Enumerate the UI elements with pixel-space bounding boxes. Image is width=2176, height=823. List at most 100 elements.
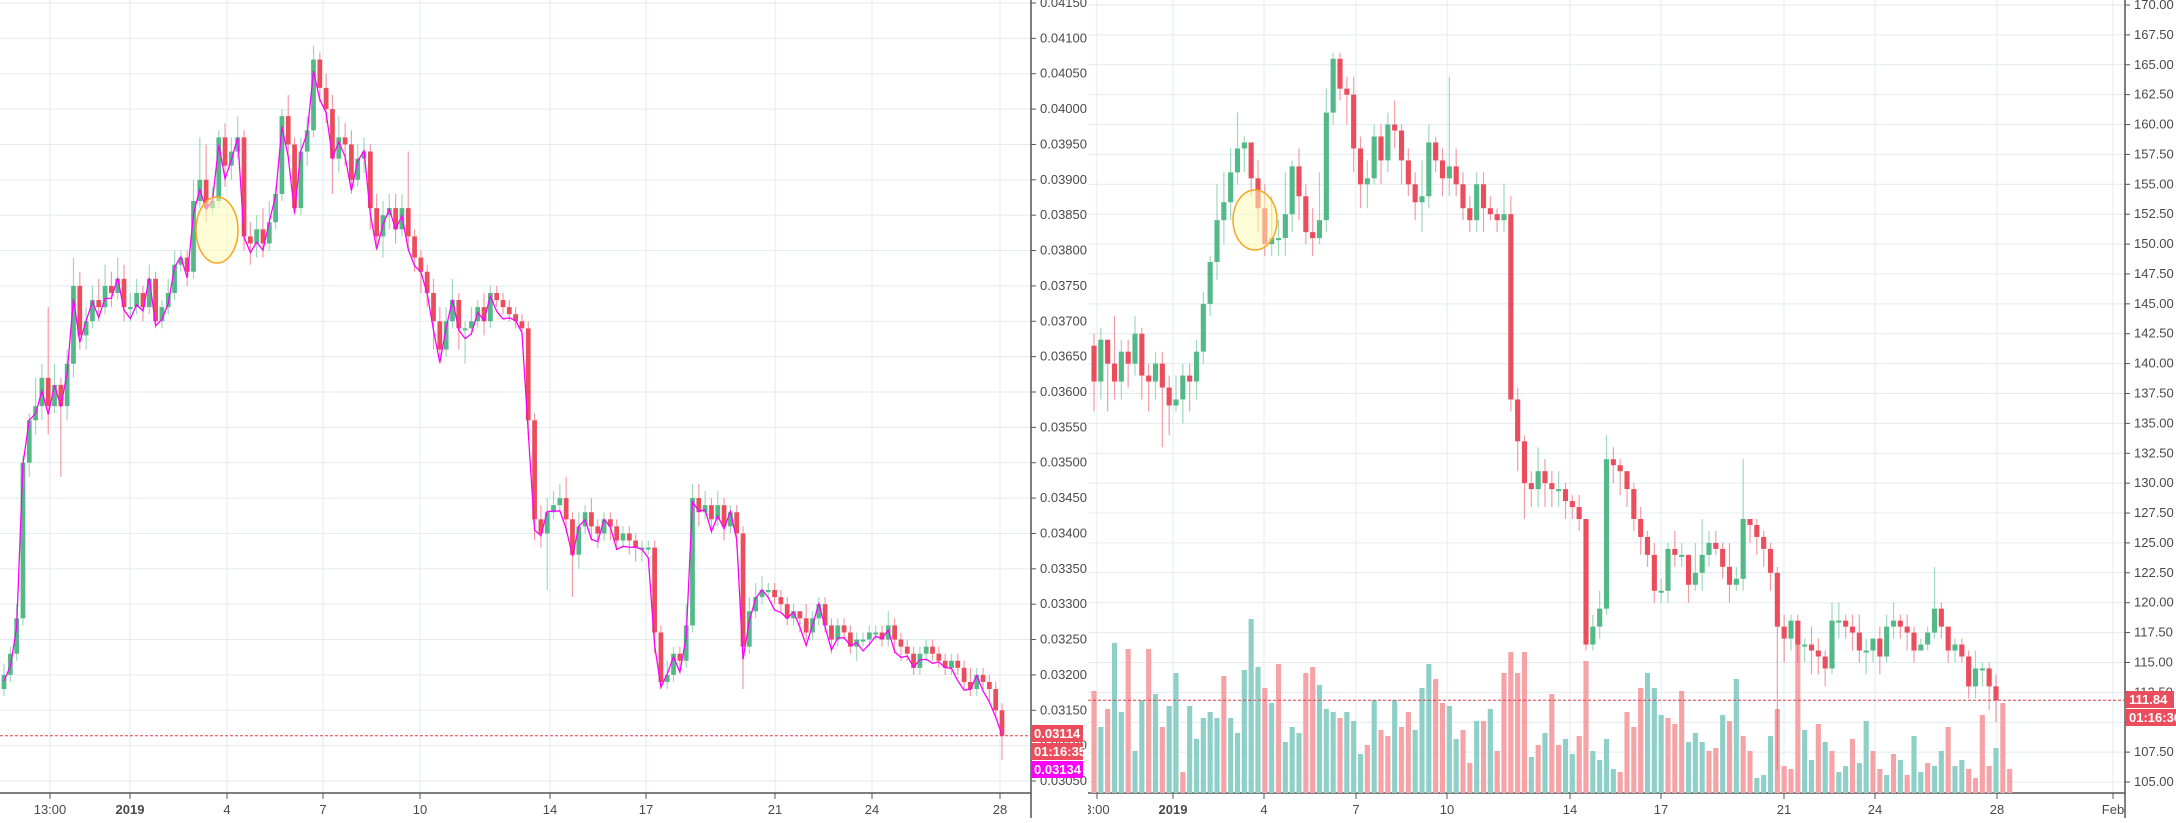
candle-down	[1904, 626, 1910, 633]
volume-bar	[1761, 775, 1767, 793]
y-axis-label: 127.50	[2134, 505, 2174, 520]
volume-bar	[1952, 766, 1958, 793]
candle-up	[1788, 620, 1794, 639]
candle-up	[1214, 220, 1220, 263]
candle-down	[1351, 94, 1357, 149]
x-axis-label: 10	[1440, 802, 1454, 817]
volume-bar	[1802, 730, 1808, 793]
y-axis-label: 0.03600	[1040, 384, 1087, 399]
left-chart-pane[interactable]: 0.04150 0.04100 0.04050 0.04000 0.03950 0.039…	[0, 0, 1088, 818]
volume-bar	[1720, 715, 1726, 793]
x-axis-label: 3:00	[1088, 802, 1110, 817]
candle-up	[1925, 632, 1931, 645]
volume-bar	[1931, 766, 1938, 793]
volume-bar	[1091, 691, 1097, 793]
volume-bar	[1713, 748, 1719, 793]
x-axis-label: 14	[543, 802, 557, 817]
candle-down	[140, 292, 146, 308]
candle-down	[1726, 566, 1733, 585]
y-axis-label: 137.50	[2134, 386, 2174, 401]
volume-bar	[1351, 721, 1357, 793]
y-axis-label: 0.03850	[1040, 207, 1087, 222]
candle-down	[1781, 626, 1787, 639]
y-axis-label: 155.00	[2134, 176, 2174, 191]
candle-up	[1180, 375, 1186, 400]
candle-up	[949, 660, 954, 668]
candle-down	[1528, 483, 1534, 490]
candle-up	[1364, 178, 1370, 185]
candle-down	[317, 59, 323, 88]
candle-down	[961, 667, 967, 682]
volume-bar	[1733, 679, 1739, 793]
candle-up	[1385, 124, 1391, 161]
candle-down	[1986, 668, 1992, 687]
volume-bar	[1289, 727, 1295, 793]
candle-down	[342, 137, 348, 145]
volume-bar	[1918, 772, 1924, 793]
candle-down	[1515, 399, 1521, 442]
y-axis-label: 0.04000	[1040, 101, 1087, 116]
volume-bar	[1788, 769, 1794, 793]
y-axis-label: 0.03950	[1040, 136, 1087, 151]
candle-up	[1890, 620, 1897, 627]
volume-bar	[1234, 733, 1241, 793]
candle-up	[759, 590, 765, 598]
volume-bar	[1672, 724, 1678, 793]
candle-down	[285, 116, 291, 145]
volume-bar	[1446, 706, 1452, 793]
volume-bar	[1405, 712, 1411, 793]
y-axis-label: 115.00	[2134, 654, 2173, 669]
candle-up	[298, 151, 304, 209]
volume-bar	[1248, 619, 1254, 793]
candle-up	[311, 59, 316, 131]
candle-up	[355, 158, 361, 180]
candle-up	[576, 526, 582, 555]
candle-up	[1829, 620, 1835, 669]
volume-bar	[1269, 703, 1275, 793]
candle-up	[1590, 626, 1596, 645]
candle-down	[1187, 375, 1193, 382]
candle-up	[671, 653, 676, 675]
candle-up	[1200, 303, 1206, 352]
volume-bar	[1747, 751, 1753, 793]
candle-down	[980, 674, 986, 682]
y-axis-label: 150.00	[2134, 236, 2174, 251]
volume-bar	[1433, 679, 1439, 793]
candle-down	[121, 278, 127, 308]
right-price-chart[interactable]: 170.00 167.50 165.00 162.50 160.00 157.50 155.…	[1084, 0, 2176, 818]
candle-up	[1207, 262, 1213, 304]
candle-up	[1419, 196, 1425, 203]
volume-bar	[1890, 754, 1897, 793]
candle-up	[52, 384, 57, 407]
volume-bar	[1651, 688, 1657, 793]
volume-bar	[1364, 745, 1370, 793]
candle-down	[1767, 548, 1774, 573]
volume-bar	[1371, 700, 1377, 793]
candle-down	[1412, 184, 1418, 203]
candle-up	[1692, 572, 1698, 585]
volume-bar	[1146, 649, 1152, 793]
candle-up	[71, 285, 76, 364]
candle-up	[1098, 339, 1104, 382]
candle-up	[620, 533, 626, 541]
candle-up	[1863, 650, 1869, 653]
y-axis-label: 0.03550	[1040, 419, 1087, 434]
y-axis-label: 0.03350	[1040, 561, 1087, 576]
right-chart-pane[interactable]: 170.00 167.50 165.00 162.50 160.00 157.50 155.…	[1084, 0, 2176, 818]
left-price-chart[interactable]: 0.04150 0.04100 0.04050 0.04000 0.03950 0.039…	[0, 0, 1088, 818]
candle-down	[349, 144, 354, 180]
candle-down	[1392, 124, 1398, 131]
candle-down	[1398, 130, 1405, 161]
volume-bar	[1863, 721, 1869, 793]
left-overlay-price-label: 0.03134	[1031, 761, 1083, 778]
y-axis-label: 0.03800	[1040, 243, 1087, 258]
left-last-price-label: 0.03114	[1031, 725, 1083, 742]
candle-down	[393, 208, 398, 230]
x-axis-label: 7	[319, 802, 326, 817]
volume-bar	[1597, 760, 1603, 793]
candle-down	[999, 710, 1005, 736]
candle-up	[146, 278, 152, 308]
candle-up	[557, 498, 563, 506]
volume-bar	[1699, 742, 1705, 793]
candle-down	[633, 540, 639, 548]
